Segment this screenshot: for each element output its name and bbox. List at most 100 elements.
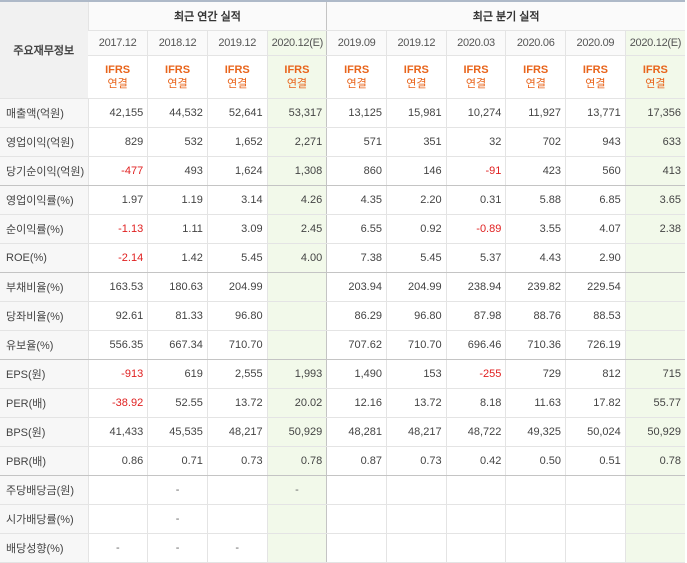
table-cell: 1.19 (147, 185, 208, 215)
table-cell (385, 475, 447, 505)
table-cell: 5.45 (385, 243, 447, 273)
table-cell: 707.62 (326, 330, 387, 360)
table-cell: 556.35 (87, 330, 148, 360)
table-cell: 860 (326, 156, 387, 186)
table-row: 영업이익률(%) 1.97 1.19 3.14 4.26 4.35 2.20 0.31 5.88… (0, 185, 685, 215)
table-cell (266, 330, 327, 360)
table-cell: - (206, 533, 268, 563)
table-cell: 702 (505, 127, 566, 157)
table-row: EPS(원) -913 619 2,555 1,993 1,490 153 -255 729 81… (0, 359, 685, 389)
table-cell (326, 533, 387, 563)
table-cell: 20.02 (266, 388, 327, 418)
table-cell: 560 (565, 156, 626, 186)
table-cell: 13.72 (385, 388, 447, 418)
accounting-standard-header: IFRS 연결 (88, 55, 148, 99)
table-row: 부채비율(%) 163.53 180.63 204.99 203.94 204.99 238… (0, 272, 685, 302)
table-cell: - (147, 504, 208, 534)
table-cell: 204.99 (206, 272, 268, 302)
period-header: 2020.03 (445, 30, 506, 56)
table-cell: 0.73 (385, 446, 447, 476)
table-cell: 4.07 (565, 214, 626, 244)
table-row: 주당배당금(원) - - (0, 475, 685, 505)
table-cell (266, 301, 327, 331)
table-cell (624, 301, 685, 331)
table-cell: 96.80 (385, 301, 447, 331)
table-cell: -255 (445, 359, 506, 389)
table-cell: 48,217 (385, 417, 447, 447)
row-label: 당좌비율(%) (0, 301, 89, 331)
table-cell: 5.37 (445, 243, 506, 273)
table-cell: 42,155 (87, 98, 148, 128)
table-cell: 0.86 (87, 446, 148, 476)
table-cell: 1,652 (206, 127, 268, 157)
row-label: 부채비율(%) (0, 272, 89, 302)
table-cell (624, 272, 685, 302)
table-cell: 0.31 (445, 185, 506, 215)
table-cell: 92.61 (87, 301, 148, 331)
table-row: ROE(%) -2.14 1.42 5.45 4.00 7.38 5.45 5.37 4.43 2… (0, 243, 685, 273)
table-cell: 96.80 (206, 301, 268, 331)
consolidated-label: 연결 (346, 77, 367, 90)
accounting-standard-header: IFRS 연결 (326, 55, 387, 99)
table-cell (385, 504, 447, 534)
row-label: 유보율(%) (0, 330, 89, 360)
table-cell (565, 475, 626, 505)
table-cell: 2.38 (624, 214, 685, 244)
accounting-standard-header: IFRS 연결 (206, 55, 268, 99)
table-cell: -38.92 (87, 388, 148, 418)
table-cell: 4.00 (266, 243, 327, 273)
table-cell (206, 504, 268, 534)
table-cell: 3.65 (624, 185, 685, 215)
table-cell: - (147, 533, 208, 563)
table-cell: 15,981 (385, 98, 447, 128)
table-cell (505, 533, 566, 563)
table-cell: 1,308 (266, 156, 327, 186)
table-cell: 4.26 (266, 185, 327, 215)
ifrs-label: IFRS (582, 63, 608, 76)
table-cell: 812 (565, 359, 626, 389)
table-row: 매출액(억원) 42,155 44,532 52,641 53,317 13,125 15,… (0, 98, 685, 128)
row-label: ROE(%) (0, 243, 89, 273)
table-cell: 238.94 (445, 272, 506, 302)
period-header: 2020.12(E) (266, 30, 327, 56)
table-cell: 88.53 (565, 301, 626, 331)
table-cell: 493 (147, 156, 208, 186)
label-column-header: 주요재무정보 (0, 1, 89, 99)
table-row: BPS(원) 41,433 45,535 48,217 50,929 48,281 48,2… (0, 417, 685, 447)
table-cell (266, 504, 327, 534)
table-cell: 153 (385, 359, 447, 389)
table-cell: 12.16 (326, 388, 387, 418)
table-cell: 1,993 (266, 359, 327, 389)
ifrs-label: IFRS (642, 63, 668, 76)
table-cell: -0.89 (445, 214, 506, 244)
table-cell: 52,641 (206, 98, 268, 128)
table-row: 유보율(%) 556.35 667.34 710.70 707.62 710.70 696.… (0, 330, 685, 360)
table-cell: 7.38 (326, 243, 387, 273)
table-cell: 11.63 (505, 388, 566, 418)
period-header: 2018.12 (147, 30, 208, 56)
table-cell: 413 (624, 156, 685, 186)
quarterly-results-header: 최근 분기 실적 (326, 1, 685, 31)
table-cell: 2,555 (206, 359, 268, 389)
table-cell: 3.09 (206, 214, 268, 244)
accounting-standard-header: IFRS 연결 (385, 55, 447, 99)
ifrs-label: IFRS (284, 63, 310, 76)
consolidated-label: 연결 (645, 77, 666, 90)
table-cell: 45,535 (147, 417, 208, 447)
table-cell: 88.76 (505, 301, 566, 331)
table-cell: -477 (87, 156, 148, 186)
ifrs-label: IFRS (344, 63, 370, 76)
table-cell (624, 330, 685, 360)
table-cell: 50,929 (266, 417, 327, 447)
table-cell: 180.63 (147, 272, 208, 302)
table-cell: 2.90 (565, 243, 626, 273)
table-cell: 50,929 (624, 417, 685, 447)
table-cell (326, 475, 387, 505)
table-cell: 423 (505, 156, 566, 186)
table-cell: 32 (445, 127, 506, 157)
table-cell (326, 504, 387, 534)
table-cell: 204.99 (385, 272, 447, 302)
table-cell: 6.85 (565, 185, 626, 215)
table-cell (624, 243, 685, 273)
table-cell: 13,125 (326, 98, 387, 128)
